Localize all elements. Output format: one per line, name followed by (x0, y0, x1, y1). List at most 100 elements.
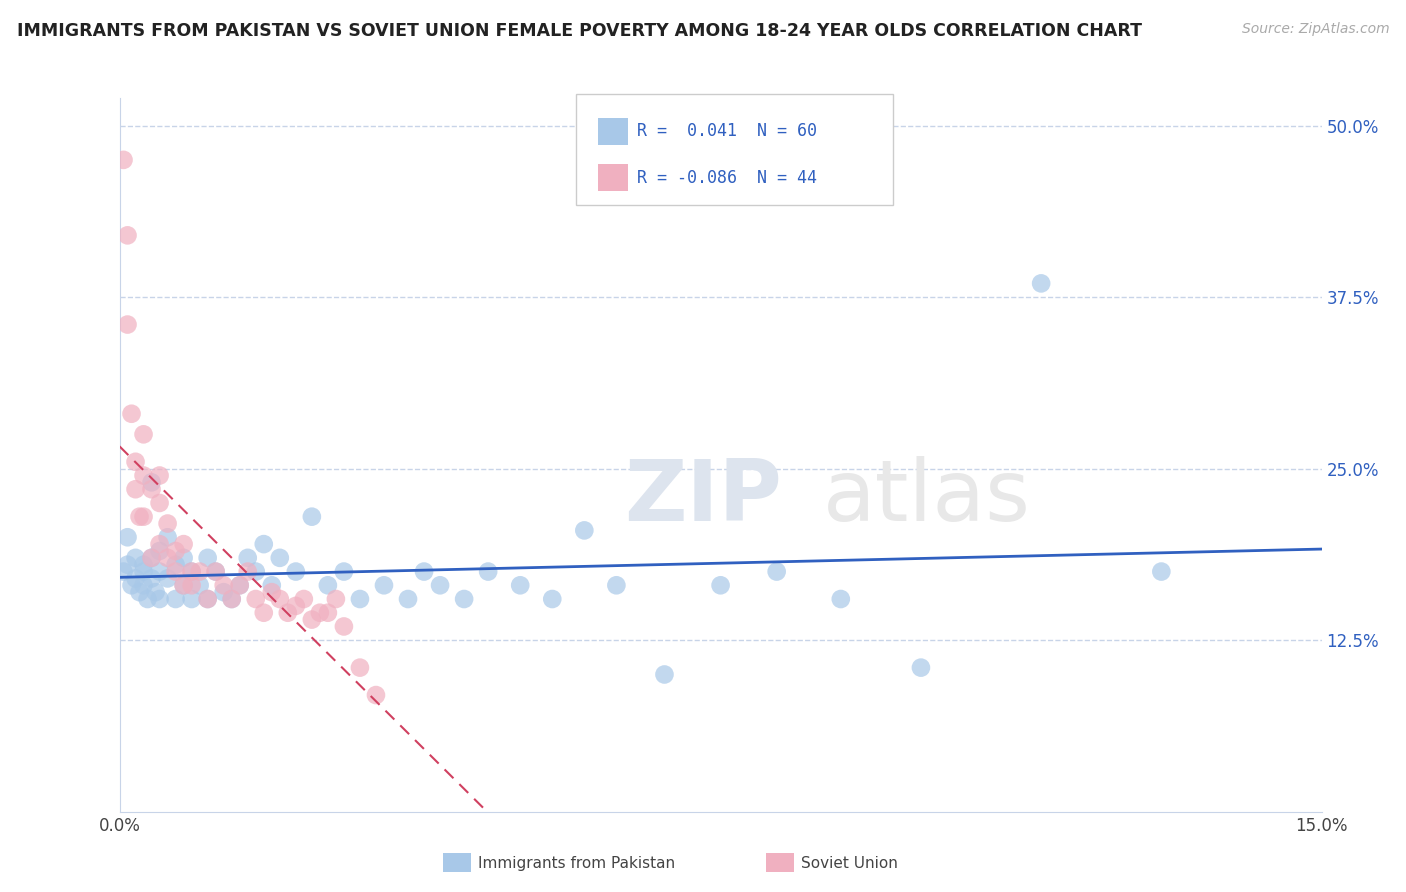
Text: atlas: atlas (823, 456, 1031, 540)
Point (156, 530, 179, 544)
Point (149, 544, 172, 558)
Point (245, 565, 267, 579)
Point (1150, 565, 1173, 579)
Point (284, 599, 307, 613)
Point (197, 592, 219, 607)
Point (117, 228, 139, 243)
Point (333, 565, 356, 579)
Point (197, 550, 219, 565)
Point (654, 667, 676, 681)
Point (149, 592, 172, 607)
Point (145, 585, 167, 599)
Point (180, 565, 202, 579)
Point (477, 565, 499, 579)
Point (188, 578, 211, 592)
Point (453, 592, 475, 607)
Point (132, 468, 155, 483)
Point (156, 571, 179, 585)
Point (149, 565, 172, 579)
Point (228, 578, 252, 592)
Point (221, 592, 243, 607)
Point (197, 592, 219, 607)
Point (112, 565, 135, 579)
Point (301, 613, 323, 627)
Point (173, 578, 195, 592)
Point (124, 482, 146, 496)
Point (141, 550, 163, 565)
Point (128, 585, 150, 599)
Point (541, 592, 564, 607)
Point (333, 619, 356, 633)
Point (128, 509, 150, 524)
Point (212, 578, 235, 592)
Point (132, 509, 155, 524)
Point (364, 688, 387, 702)
Point (260, 585, 283, 599)
Point (136, 592, 159, 607)
Text: Immigrants from Pakistan: Immigrants from Pakistan (478, 856, 675, 871)
Point (245, 592, 267, 607)
Point (117, 558, 139, 572)
Point (429, 578, 451, 592)
Point (141, 550, 163, 565)
Point (301, 509, 323, 524)
Point (349, 592, 371, 607)
Point (204, 565, 226, 579)
Text: R =  0.041  N = 60: R = 0.041 N = 60 (637, 122, 817, 140)
Point (605, 578, 627, 592)
Point (574, 524, 596, 538)
Text: Soviet Union: Soviet Union (801, 856, 898, 871)
Point (253, 537, 276, 551)
Point (117, 318, 139, 332)
Point (149, 537, 172, 551)
Point (188, 565, 211, 579)
Point (373, 578, 395, 592)
Point (277, 606, 299, 620)
Point (165, 544, 187, 558)
Point (112, 153, 135, 167)
Point (124, 571, 146, 585)
Point (124, 550, 146, 565)
Point (117, 530, 139, 544)
Point (325, 592, 347, 607)
Point (141, 475, 163, 490)
Point (1029, 277, 1052, 291)
Point (309, 606, 332, 620)
Point (124, 455, 146, 469)
Point (132, 427, 155, 442)
Point (509, 578, 531, 592)
Point (228, 578, 252, 592)
Point (173, 537, 195, 551)
Point (212, 585, 235, 599)
Text: Source: ZipAtlas.com: Source: ZipAtlas.com (1241, 22, 1389, 37)
Point (165, 565, 187, 579)
Point (709, 578, 731, 592)
Point (316, 578, 339, 592)
Text: ZIP: ZIP (624, 456, 782, 540)
Point (269, 592, 291, 607)
Point (165, 558, 187, 572)
Point (413, 565, 436, 579)
Point (121, 578, 143, 592)
Point (132, 558, 155, 572)
Point (236, 550, 259, 565)
Point (180, 565, 202, 579)
Point (156, 516, 179, 531)
Point (173, 550, 195, 565)
Point (204, 565, 226, 579)
Point (141, 571, 163, 585)
Point (765, 565, 787, 579)
Point (284, 565, 307, 579)
Text: R = -0.086  N = 44: R = -0.086 N = 44 (637, 169, 817, 186)
Point (260, 578, 283, 592)
Point (269, 550, 291, 565)
Point (132, 565, 155, 579)
Point (141, 482, 163, 496)
Point (149, 496, 172, 510)
Point (910, 660, 932, 674)
Point (132, 578, 155, 592)
Point (396, 592, 419, 607)
Point (173, 578, 195, 592)
Point (236, 565, 259, 579)
Point (121, 407, 143, 421)
